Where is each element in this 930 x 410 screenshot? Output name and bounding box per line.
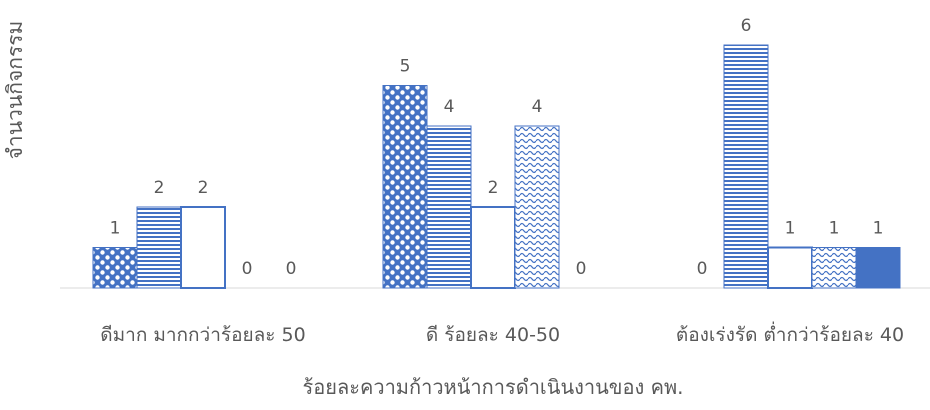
data-label-outline-1: 2 <box>488 178 499 198</box>
bar-waves-1 <box>514 125 560 289</box>
bar-horizontal-stripes-0 <box>136 206 182 289</box>
data-label-solid-2: 1 <box>873 219 884 239</box>
category-label-1: ดี ร้อยละ 40-50 <box>426 324 560 346</box>
data-label-polka-dots-2: 0 <box>697 259 708 279</box>
data-label-solid-0: 0 <box>286 259 297 279</box>
data-label-outline-2: 1 <box>785 219 796 239</box>
data-label-waves-0: 0 <box>242 259 253 279</box>
data-label-waves-2: 1 <box>829 219 840 239</box>
category-label-2: ต้องเร่งรัด ต่ำกว่าร้อยละ 40 <box>676 321 904 346</box>
bar-outline-0 <box>180 206 226 289</box>
bar-horizontal-stripes-2 <box>723 44 769 289</box>
bar-solid-2 <box>855 247 901 289</box>
bar-polka-dots-0 <box>92 247 138 289</box>
data-label-waves-1: 4 <box>532 97 543 117</box>
category-label-0: ดีมาก มากกว่าร้อยละ 50 <box>100 324 305 346</box>
bar-horizontal-stripes-1 <box>426 125 472 289</box>
data-label-outline-0: 2 <box>198 178 209 198</box>
data-label-horizontal-stripes-1: 4 <box>444 97 455 117</box>
x-axis-label: ร้อยละความก้าวหน้าการดำเนินงานของ คพ. <box>302 375 683 399</box>
bar-waves-2 <box>811 247 857 289</box>
bar-outline-1 <box>470 206 516 289</box>
data-label-solid-1: 0 <box>576 259 587 279</box>
bar-outline-2 <box>767 246 813 289</box>
data-label-horizontal-stripes-0: 2 <box>154 178 165 198</box>
data-label-polka-dots-1: 5 <box>400 57 411 77</box>
y-axis-label: จำนวนกิจกรรม <box>3 21 27 160</box>
data-label-polka-dots-0: 1 <box>110 219 121 239</box>
data-label-horizontal-stripes-2: 6 <box>741 16 752 36</box>
bar-polka-dots-1 <box>382 85 428 289</box>
